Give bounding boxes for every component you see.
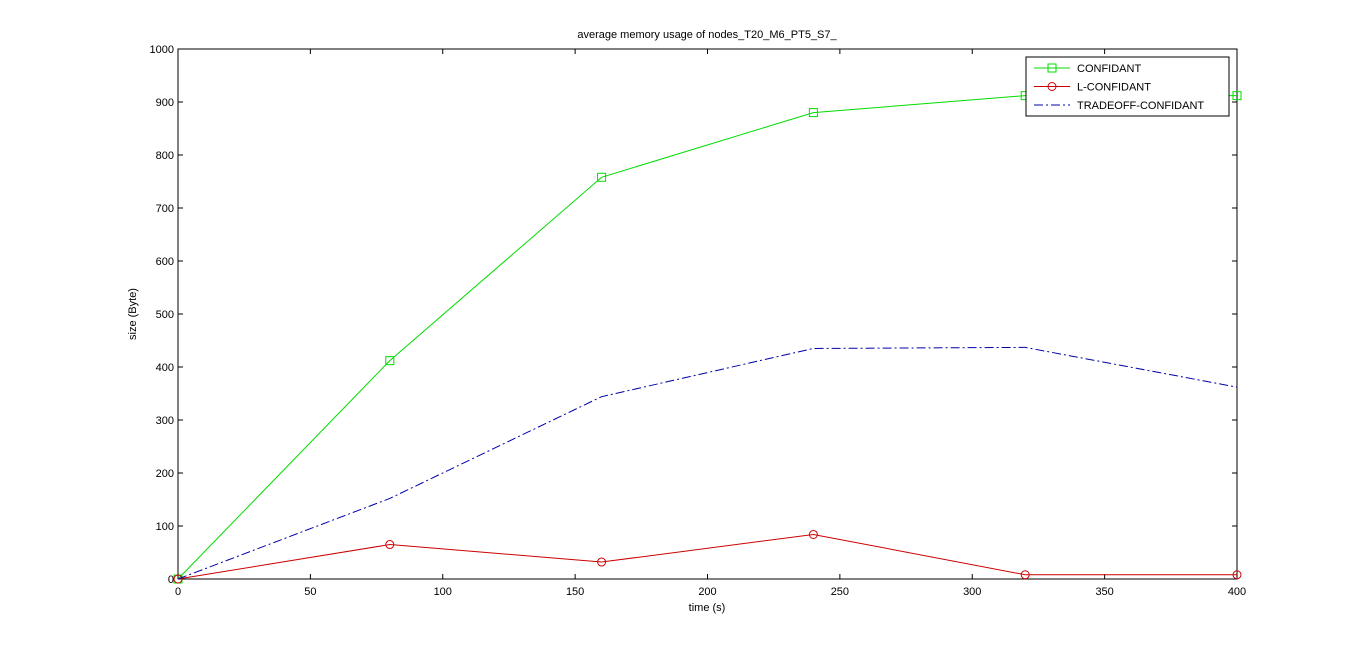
legend-item: CONFIDANT (1034, 63, 1141, 75)
legend-label: TRADEOFF-CONFIDANT (1077, 100, 1204, 112)
y-tick-label: 0 (168, 574, 174, 586)
legend-label: CONFIDANT (1077, 63, 1141, 75)
y-tick-label: 600 (156, 256, 174, 268)
y-axis: 0 100 200 300 400 500 600 700 800 900 1000 (150, 44, 1237, 586)
square-marker (597, 172, 607, 182)
circle-marker (173, 574, 183, 584)
circle-marker (385, 540, 395, 550)
plot-area (177, 48, 1238, 580)
square-marker (1047, 63, 1057, 73)
y-tick-label: 500 (156, 309, 174, 321)
x-tick-label: 400 (1228, 586, 1246, 598)
x-tick-label: 300 (963, 586, 981, 598)
square-marker (808, 108, 818, 118)
x-tick-label: 350 (1095, 586, 1113, 598)
series-tradeoff-confidant (177, 346, 1238, 580)
circle-marker (808, 529, 818, 539)
y-tick-label: 200 (156, 468, 174, 480)
square-marker (385, 356, 395, 366)
y-tick-label: 100 (156, 521, 174, 533)
legend-label: L-CONFIDANT (1077, 82, 1151, 94)
circle-marker (1047, 82, 1057, 91)
x-tick-label: 50 (304, 586, 316, 598)
y-tick-label: 300 (156, 415, 174, 427)
y-axis-label: size (Byte) (127, 288, 139, 340)
legend-item: L-CONFIDANT (1034, 82, 1151, 94)
chart-title: average memory usage of nodes_T20_M6_PT5… (577, 29, 837, 41)
x-tick-label: 0 (175, 586, 181, 598)
y-tick-label: 900 (156, 97, 174, 109)
circle-marker (1232, 570, 1242, 580)
series-l-confidant (173, 529, 1242, 584)
legend-item: TRADEOFF-CONFIDANT (1034, 100, 1204, 112)
y-tick-label: 700 (156, 203, 174, 215)
x-axis: 0 50 100 150 200 250 300 350 400 (175, 49, 1246, 598)
y-tick-label: 800 (156, 150, 174, 162)
y-tick-label: 1000 (150, 44, 174, 56)
circle-marker (597, 557, 607, 567)
x-tick-label: 200 (698, 586, 716, 598)
series-line (177, 533, 1237, 580)
circle-marker (1020, 570, 1030, 580)
x-tick-label: 100 (434, 586, 452, 598)
legend: CONFIDANT L-CONFIDANT TRADEOFF-CONFIDANT (1025, 56, 1230, 117)
x-tick-label: 150 (566, 586, 584, 598)
y-tick-label: 400 (156, 362, 174, 374)
x-tick-label: 250 (831, 586, 849, 598)
x-axis-label: time (s) (689, 602, 726, 614)
series-line (177, 346, 1238, 580)
square-marker (1232, 91, 1242, 101)
